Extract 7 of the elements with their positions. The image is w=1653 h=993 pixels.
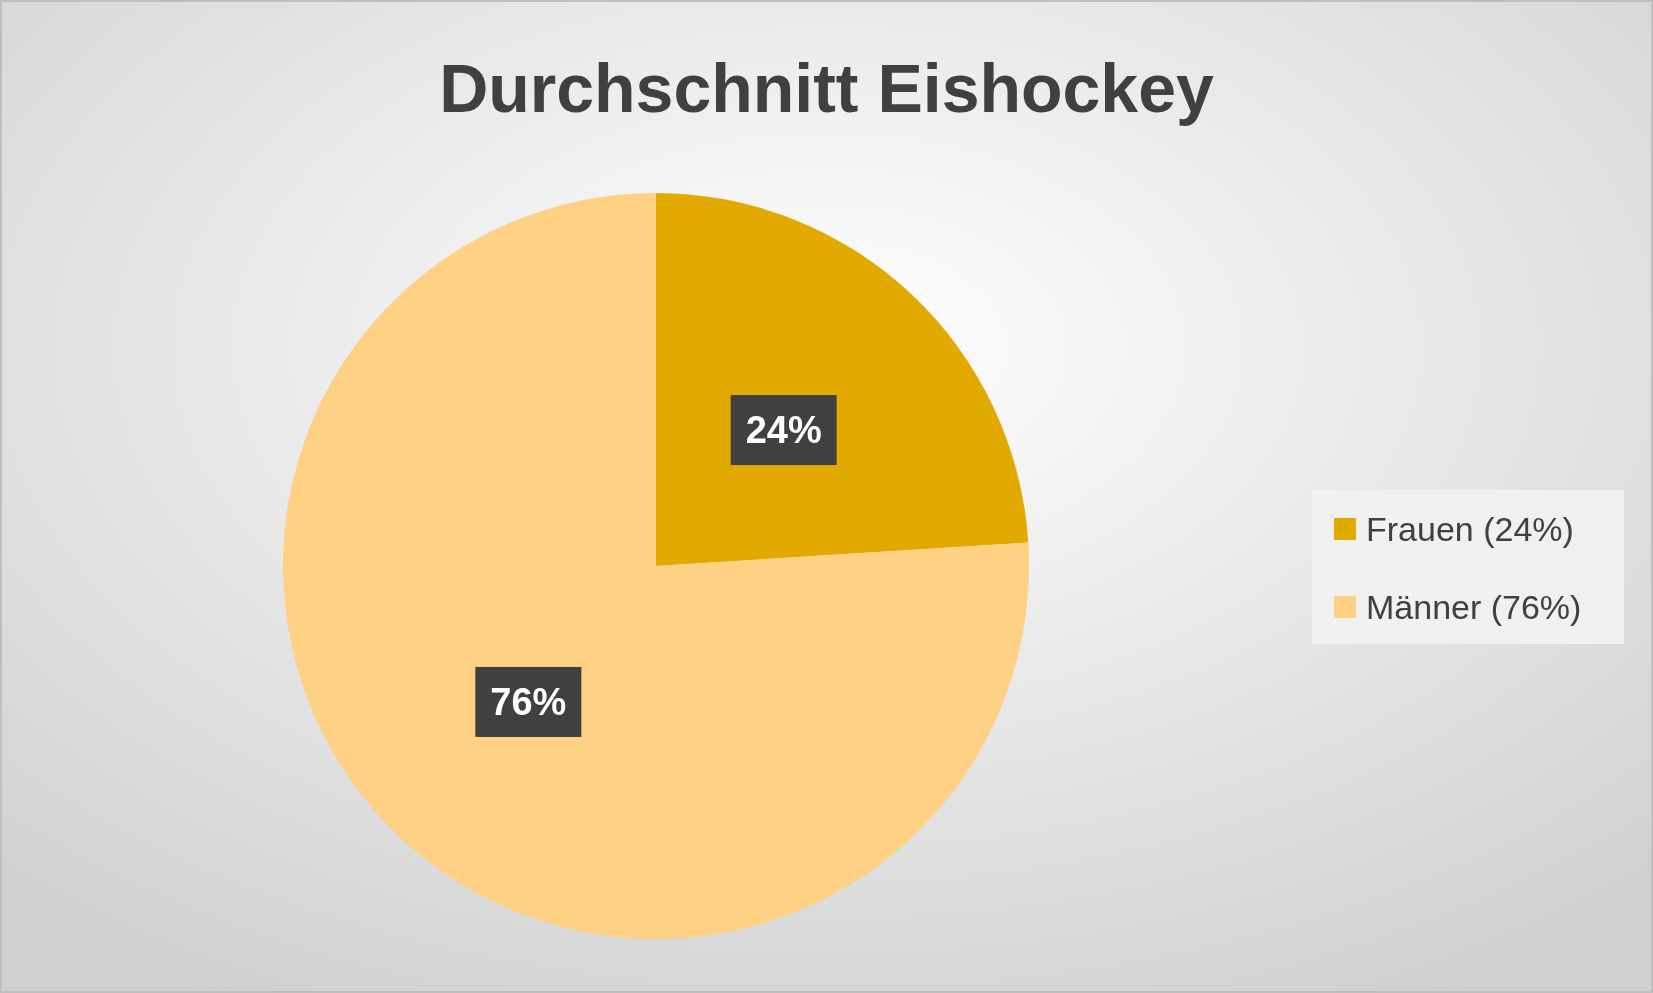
pie-slice — [656, 193, 1029, 566]
legend-label: Frauen (24%) — [1366, 510, 1574, 548]
pie-slice — [283, 193, 1029, 939]
data-label: 24% — [745, 409, 822, 452]
legend-label: Männer (76%) — [1366, 588, 1582, 626]
chart-title: Durchschnitt Eishockey — [439, 50, 1215, 126]
data-label: 76% — [490, 680, 567, 723]
